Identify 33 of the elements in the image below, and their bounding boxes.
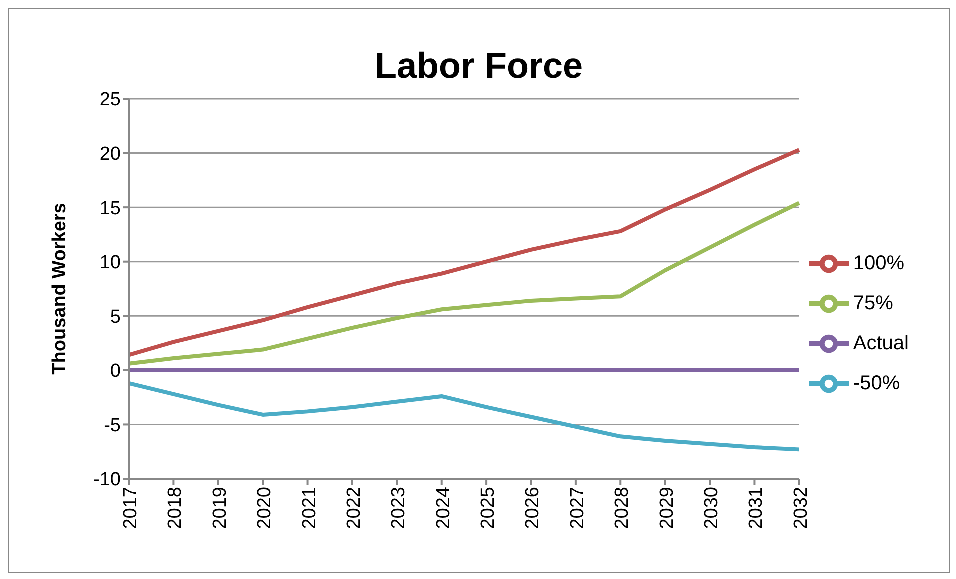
x-tick-label: 2028	[612, 487, 634, 530]
line-series	[127, 201, 802, 366]
y-tick-label: 10	[100, 252, 121, 274]
legend-label: 100%	[853, 252, 905, 274]
line-series	[127, 381, 802, 452]
x-tick-label: 2030	[702, 487, 723, 530]
x-tick-label: 2025	[478, 487, 500, 530]
chart-title: Labor Force	[374, 45, 584, 88]
y-axis-title: Thousand Workers	[50, 203, 71, 375]
x-tick-label: 2032	[790, 487, 812, 530]
x-tick-label: 2026	[522, 487, 544, 530]
x-tick-label: 2031	[746, 487, 768, 530]
legend-label: -50%	[853, 372, 900, 394]
legend-label: Actual	[853, 332, 909, 354]
x-tick-label: 2021	[299, 487, 320, 530]
y-tick-label: 20	[100, 144, 121, 166]
x-tick-label: 2027	[567, 487, 588, 530]
y-tick-label: 5	[110, 306, 121, 328]
y-tick-label: -5	[104, 415, 121, 436]
y-tick-label: 0	[110, 361, 121, 382]
y-tick-label: -10	[94, 470, 121, 491]
x-tick-label: 2018	[165, 487, 186, 530]
x-tick-label: 2022	[344, 487, 365, 530]
y-tick-label: 25	[100, 90, 121, 111]
legend-label: 75%	[853, 292, 894, 314]
x-tick-label: 2019	[210, 487, 231, 530]
x-tick-label: 2029	[656, 487, 678, 530]
x-tick-label: 2017	[120, 487, 142, 530]
line-series	[127, 148, 802, 358]
x-tick-label: 2023	[388, 487, 410, 530]
x-tick-label: 2020	[254, 487, 276, 530]
y-tick-label: 15	[100, 198, 121, 220]
x-tick-label: 2024	[433, 486, 454, 530]
